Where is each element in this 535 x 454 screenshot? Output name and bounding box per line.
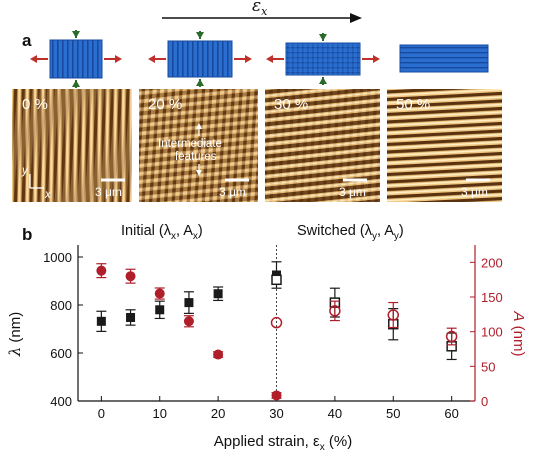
title-initial: Initial (λx, Ax) [121, 223, 203, 242]
svg-text:50 %: 50 % [396, 96, 430, 113]
data-point-amplitude-initial [125, 271, 136, 282]
data-point-wavelength-initial [213, 289, 223, 299]
data-point-wavelength-initial [184, 298, 194, 308]
x-tick-label: 10 [153, 406, 167, 421]
y-right-tick-label: 0 [481, 394, 488, 409]
data-point-amplitude-switched [270, 316, 283, 329]
film-schematic-50 [399, 44, 489, 73]
data-point-amplitude-initial [183, 316, 194, 327]
x-tick-label: 30 [269, 406, 283, 421]
svg-text:20 %: 20 % [148, 96, 182, 113]
x-tick-label: 60 [444, 406, 458, 421]
strain-arrowhead [350, 13, 362, 23]
x-tick-label: 40 [328, 406, 342, 421]
svg-text:3 μm: 3 μm [95, 185, 122, 199]
data-point-wavelength-initial [126, 312, 136, 322]
data-point-amplitude-initial [271, 390, 282, 401]
data-point-amplitude-switched [329, 305, 341, 317]
data-point-amplitude-switched [387, 309, 400, 321]
afm-image-0: 0 % 3 μm y x [12, 89, 132, 202]
y-left-tick-label: 600 [50, 346, 72, 361]
data-point-wavelength-initial [96, 316, 106, 326]
strain-symbol: εx [252, 0, 268, 18]
y-right-tick-label: 100 [481, 325, 503, 340]
y-left-tick-label: 800 [50, 298, 72, 313]
svg-text:y: y [21, 165, 29, 177]
x-axis-label: Applied strain, εx (%) [214, 433, 352, 453]
svg-text:0 %: 0 % [22, 96, 48, 113]
film-schematic-20 [148, 31, 252, 87]
svg-text:x: x [44, 189, 52, 201]
y-left-tick-label: 400 [50, 394, 72, 409]
y-left-tick-label: 1000 [43, 250, 72, 265]
svg-text:Intermediate: Intermediate [158, 138, 222, 150]
x-tick-label: 0 [98, 406, 105, 421]
film-schematic-30 [266, 33, 380, 85]
svg-text:3 μm: 3 μm [219, 185, 246, 199]
y-right-tick-label: 200 [481, 255, 503, 270]
svg-text:3 μm: 3 μm [339, 185, 366, 199]
x-tick-label: 50 [386, 406, 400, 421]
data-point-amplitude-initial [154, 288, 165, 299]
afm-image-20: 20 % Intermediate features 3 μm [139, 89, 258, 202]
data-point-wavelength-initial [155, 305, 165, 315]
x-tick-label: 20 [211, 406, 225, 421]
data-point-amplitude-initial [96, 265, 107, 276]
y-axis-right-label: A (nm) [510, 310, 527, 356]
afm-image-50: 50 % 3 μm [387, 89, 502, 202]
panel-a-label: a [22, 31, 32, 50]
panel-b-label: b [22, 225, 32, 244]
svg-text:3 μm: 3 μm [461, 185, 488, 199]
strain-chart: 0 10 20 30 40 50 60 400 600 800 1000 0 50 100 150 200 [43, 245, 503, 421]
data-point-wavelength-switched [271, 274, 282, 286]
title-switched: Switched (λy, Ay) [297, 223, 404, 242]
svg-text:30 %: 30 % [274, 96, 308, 113]
film-schematic-0 [30, 30, 122, 88]
data-point-amplitude-switched [445, 330, 458, 343]
svg-text:features: features [175, 151, 217, 163]
y-axis-left-label: λ (nm) [6, 312, 24, 358]
data-point-amplitude-initial [213, 349, 224, 360]
y-right-tick-label: 150 [481, 290, 503, 305]
y-right-tick-label: 50 [481, 359, 495, 374]
afm-image-30: 30 % 3 μm [265, 89, 380, 202]
